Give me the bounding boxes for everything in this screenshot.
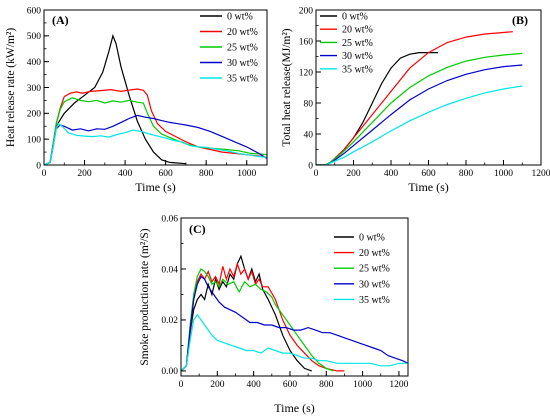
x-tick-label: 1200: [389, 380, 408, 390]
series-line-4: [44, 114, 267, 165]
x-tick-label: 200: [77, 169, 92, 179]
x-tick-label: 1000: [237, 169, 256, 179]
x-tick-label: 200: [210, 380, 225, 390]
y-axis-label: Smoke production rate (m²/S): [139, 228, 151, 365]
panel-label: (B): [512, 13, 528, 27]
y-tick-label: 500: [27, 32, 42, 42]
panel-label: (C): [189, 222, 206, 236]
panel-label: (A): [52, 13, 69, 27]
x-tick-label: 1200: [532, 169, 550, 179]
chart-panel-3: 0 200 400 600 800 1000 1200 0.00 0.02 0.04 0.06 (C)…: [139, 214, 409, 415]
series-line-3: [316, 52, 523, 165]
x-tick-label: 400: [118, 169, 133, 179]
legend-label-3: 25 wt%: [342, 38, 373, 49]
y-axis-label: Total heat release(MJ/m²): [281, 28, 293, 146]
legend-label-1: 0 wt%: [227, 12, 253, 23]
series-line-1: [44, 33, 186, 165]
x-axis-label: Time (s): [135, 180, 176, 194]
y-tick-label: 100: [27, 135, 42, 145]
y-tick-label: 120: [299, 68, 314, 78]
legend-label-2: 20 wt%: [342, 25, 373, 36]
x-tick-label: 0: [42, 169, 47, 179]
y-tick-label: 600: [27, 6, 42, 16]
legend-label-5: 35 wt%: [342, 64, 373, 75]
series-line-5: [44, 122, 267, 165]
legend-label-2: 20 wt%: [359, 248, 390, 259]
x-axis-label: Time (s): [408, 180, 449, 194]
legend-label-4: 30 wt%: [227, 58, 258, 69]
x-tick-label: 1000: [494, 169, 513, 179]
series-line-3: [181, 268, 334, 372]
legend-label-5: 35 wt%: [359, 295, 390, 306]
y-tick-label: 80: [304, 99, 314, 109]
x-tick-label: 600: [159, 169, 174, 179]
x-tick-label: 600: [421, 169, 436, 179]
legend-label-4: 30 wt%: [342, 51, 373, 62]
chart-panel-2: 0 200 400 600 800 1000 1200 0 40 80 120 160 200 (B) Ti…: [281, 6, 550, 194]
x-tick-label: 200: [346, 169, 361, 179]
y-tick-label: 40: [304, 130, 314, 140]
series-line-2: [181, 261, 345, 372]
plot-frame: [180, 217, 409, 377]
legend-label-3: 25 wt%: [227, 43, 258, 54]
series-line-5: [316, 85, 523, 165]
y-tick-label: 300: [27, 84, 42, 94]
legend-label-1: 0 wt%: [342, 12, 368, 23]
series-line-4: [316, 64, 523, 165]
x-tick-label: 800: [199, 169, 214, 179]
legend-label-4: 30 wt%: [359, 279, 390, 290]
x-tick-label: 400: [384, 169, 399, 179]
series-line-2: [44, 88, 267, 165]
x-tick-label: 800: [319, 380, 334, 390]
legend-label-2: 20 wt%: [227, 27, 258, 38]
y-tick-label: 0: [36, 161, 41, 171]
x-tick-label: 0: [314, 169, 319, 179]
legend-label-5: 35 wt%: [227, 74, 258, 85]
legend: 0 wt% 20 wt% 25 wt% 30 wt% 35 wt%: [200, 12, 258, 85]
y-tick-label: 0.06: [161, 214, 178, 224]
series-line-5: [181, 313, 408, 372]
y-axis-label: Heat release rate (kW/m²): [5, 28, 17, 148]
y-tick-label: 160: [299, 37, 314, 47]
x-tick-label: 800: [459, 169, 474, 179]
x-tick-label: 400: [247, 380, 262, 390]
y-tick-label: 200: [27, 110, 42, 120]
x-tick-label: 600: [283, 380, 298, 390]
series-line-3: [44, 97, 267, 165]
legend-label-1: 0 wt%: [359, 233, 385, 244]
y-tick-label: 0: [308, 161, 313, 171]
y-tick-label: 400: [27, 58, 42, 68]
x-tick-label: 1000: [353, 380, 372, 390]
legend: 0 wt% 20 wt% 25 wt% 30 wt% 35 wt%: [334, 233, 390, 306]
x-axis-label: Time (s): [274, 401, 315, 415]
chart-panel-1: 0 200 400 600 800 1000 0 100 200 300 400 500 600 (A) T…: [5, 6, 268, 194]
y-tick-label: 200: [299, 6, 314, 16]
legend-label-3: 25 wt%: [359, 264, 390, 275]
y-tick-label: 0.02: [161, 316, 178, 326]
legend: 0 wt% 20 wt% 25 wt% 30 wt% 35 wt%: [320, 12, 373, 75]
series-line-4: [181, 275, 408, 372]
x-tick-label: 0: [179, 380, 184, 390]
y-tick-label: 0.04: [161, 265, 178, 275]
y-tick-label: 0.00: [161, 367, 178, 377]
